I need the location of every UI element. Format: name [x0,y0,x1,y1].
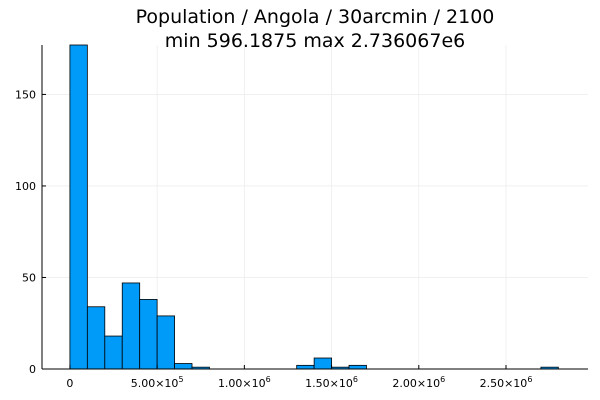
histogram-bar-8 [296,364,315,370]
histogram-bar-11 [348,364,367,370]
histogram-bar-1 [86,306,106,370]
x-tick-label-3: 1.50×106 [305,375,358,390]
x-tick-exponent: 6 [527,375,532,384]
x-tick-exponent: 6 [440,375,445,384]
x-tick-label-0: 0 [66,377,73,390]
axes [41,45,588,370]
histogram-bar-4 [139,299,158,370]
x-tick-mantissa: 5.00×10 [131,377,179,390]
histogram-bars [69,44,559,370]
x-tick-exponent: 6 [266,375,271,384]
histogram-bar-6 [174,363,193,370]
x-tick-label-1: 5.00×105 [131,375,184,390]
x-tick-mantissa: 1.50×10 [305,377,353,390]
y-tick-label-2: 100 [15,180,36,193]
x-tick-label-4: 2.00×106 [392,375,445,390]
histogram-bar-0 [69,44,88,370]
histogram-bar-5 [156,315,175,370]
x-tick-label-2: 1.00×106 [218,375,271,390]
x-tick-mantissa: 2.00×10 [392,377,440,390]
x-tick-mantissa: 2.50×10 [480,377,528,390]
histogram-bar-9 [313,357,332,370]
histogram-bar-3 [121,282,141,370]
y-tick-label-0: 0 [29,363,36,376]
x-tick-exponent: 6 [353,375,358,384]
histogram-bar-2 [104,335,123,370]
chart-title: Population / Angola / 30arcmin / 2100 [136,6,495,28]
chart-subtitle: min 596.1875 max 2.736067e6 [165,30,465,52]
x-tick-label-5: 2.50×106 [480,375,533,390]
x-tick-mantissa: 1.00×10 [218,377,266,390]
y-tick-label-1: 50 [22,271,36,284]
y-tick-label-3: 150 [15,88,36,101]
x-tick-mantissa: 0 [66,377,73,390]
x-tick-exponent: 5 [178,375,183,384]
